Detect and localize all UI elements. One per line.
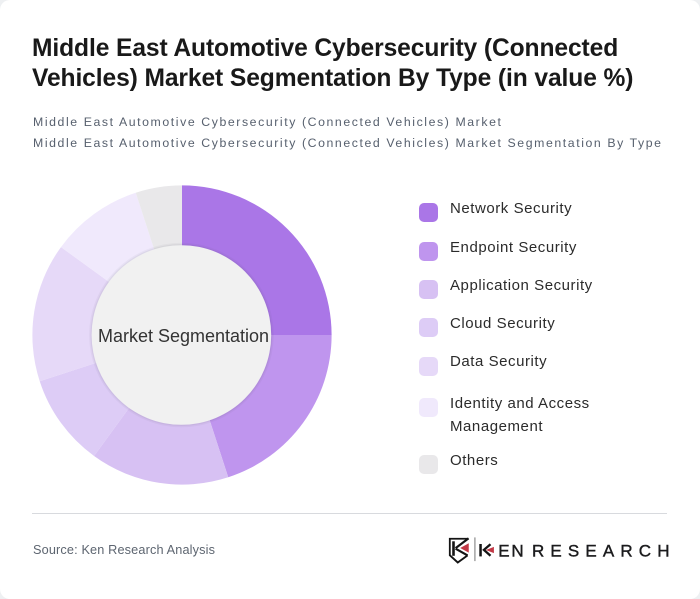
svg-text:RESEARCH: RESEARCH — [532, 541, 676, 560]
svg-text:EN: EN — [498, 541, 525, 560]
